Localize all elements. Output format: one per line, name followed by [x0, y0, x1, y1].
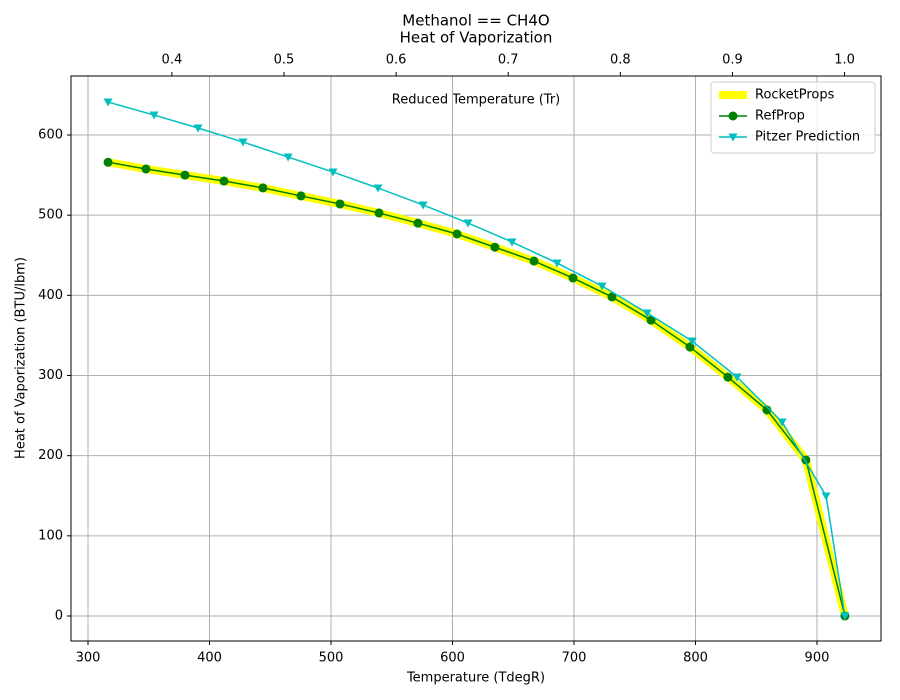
- y-axis-label: Heat of Vaporization (BTU/lbm): [14, 257, 29, 459]
- plot-frame: [70, 75, 882, 642]
- chart-title: Methanol == CH4O: [402, 12, 549, 30]
- point: [728, 133, 738, 142]
- x-axis-label: Temperature (TdegR): [406, 671, 545, 686]
- point: [728, 111, 738, 121]
- x-tick-label: 900: [805, 651, 830, 666]
- x2-tick-label: 0.4: [162, 53, 183, 68]
- point: [103, 157, 113, 167]
- x-tick-label: 800: [683, 651, 708, 666]
- x2-tick-label: 0.6: [386, 53, 407, 68]
- point: [463, 219, 473, 228]
- y-tick-label: 600: [38, 128, 63, 143]
- point: [374, 208, 384, 218]
- point: [418, 201, 428, 210]
- legend-box: [710, 81, 876, 154]
- point: [642, 309, 652, 318]
- point: [529, 256, 539, 266]
- legend-label: Pitzer Prediction: [755, 130, 860, 145]
- legend-label: RocketProps: [755, 88, 835, 103]
- point: [777, 418, 787, 427]
- x-tick-label: 400: [197, 651, 222, 666]
- x-tick-label: 700: [562, 651, 587, 666]
- axes: 300 400 500 600 700 800 900 0 100 200 300 400 500 600…: [38, 53, 855, 666]
- legend-label: RefProp: [755, 109, 805, 124]
- x2-tick-label: 0.9: [722, 53, 743, 68]
- x2-tick-label: 1.0: [834, 53, 855, 68]
- point: [296, 191, 306, 201]
- y-tick-label: 0: [55, 608, 63, 623]
- series-line: [107, 101, 846, 617]
- y-tick-label: 300: [38, 368, 63, 383]
- point: [452, 229, 462, 239]
- point: [141, 164, 151, 174]
- point: [723, 372, 733, 382]
- point: [103, 98, 113, 107]
- point: [219, 176, 229, 186]
- x-tick-label: 300: [76, 651, 101, 666]
- point: [821, 492, 831, 501]
- point: [335, 199, 345, 209]
- point: [685, 342, 695, 352]
- y-tick-label: 500: [38, 208, 63, 223]
- point: [283, 153, 293, 162]
- point: [762, 405, 772, 415]
- point: [646, 315, 656, 325]
- point: [507, 238, 517, 247]
- point: [373, 184, 383, 193]
- point: [193, 124, 203, 133]
- x2-tick-label: 0.7: [498, 53, 519, 68]
- point: [413, 218, 423, 228]
- point: [607, 292, 617, 302]
- legend: RocketProps RefProp Pitzer Prediction: [710, 81, 876, 154]
- point: [238, 138, 248, 147]
- x-tick-label: 600: [440, 651, 465, 666]
- point: [732, 373, 742, 382]
- point: [687, 337, 697, 346]
- y-tick-label: 200: [38, 448, 63, 463]
- point: [597, 282, 607, 291]
- x2-tick-label: 0.8: [610, 53, 631, 68]
- point: [840, 612, 850, 621]
- y-tick-label: 100: [38, 528, 63, 543]
- plot: [103, 98, 850, 621]
- series-line: [107, 161, 846, 617]
- chart-subtitle: Heat of Vaporization: [400, 29, 553, 47]
- point: [258, 183, 268, 193]
- y-tick-label: 400: [38, 288, 63, 303]
- point: [149, 111, 159, 120]
- point: [552, 259, 562, 268]
- x-tick-label: 500: [319, 651, 344, 666]
- x2-axis-label: Reduced Temperature (Tr): [392, 93, 560, 108]
- point: [328, 168, 338, 177]
- x2-tick-label: 0.5: [274, 53, 295, 68]
- point: [490, 242, 500, 252]
- point: [180, 170, 190, 180]
- point: [568, 273, 578, 283]
